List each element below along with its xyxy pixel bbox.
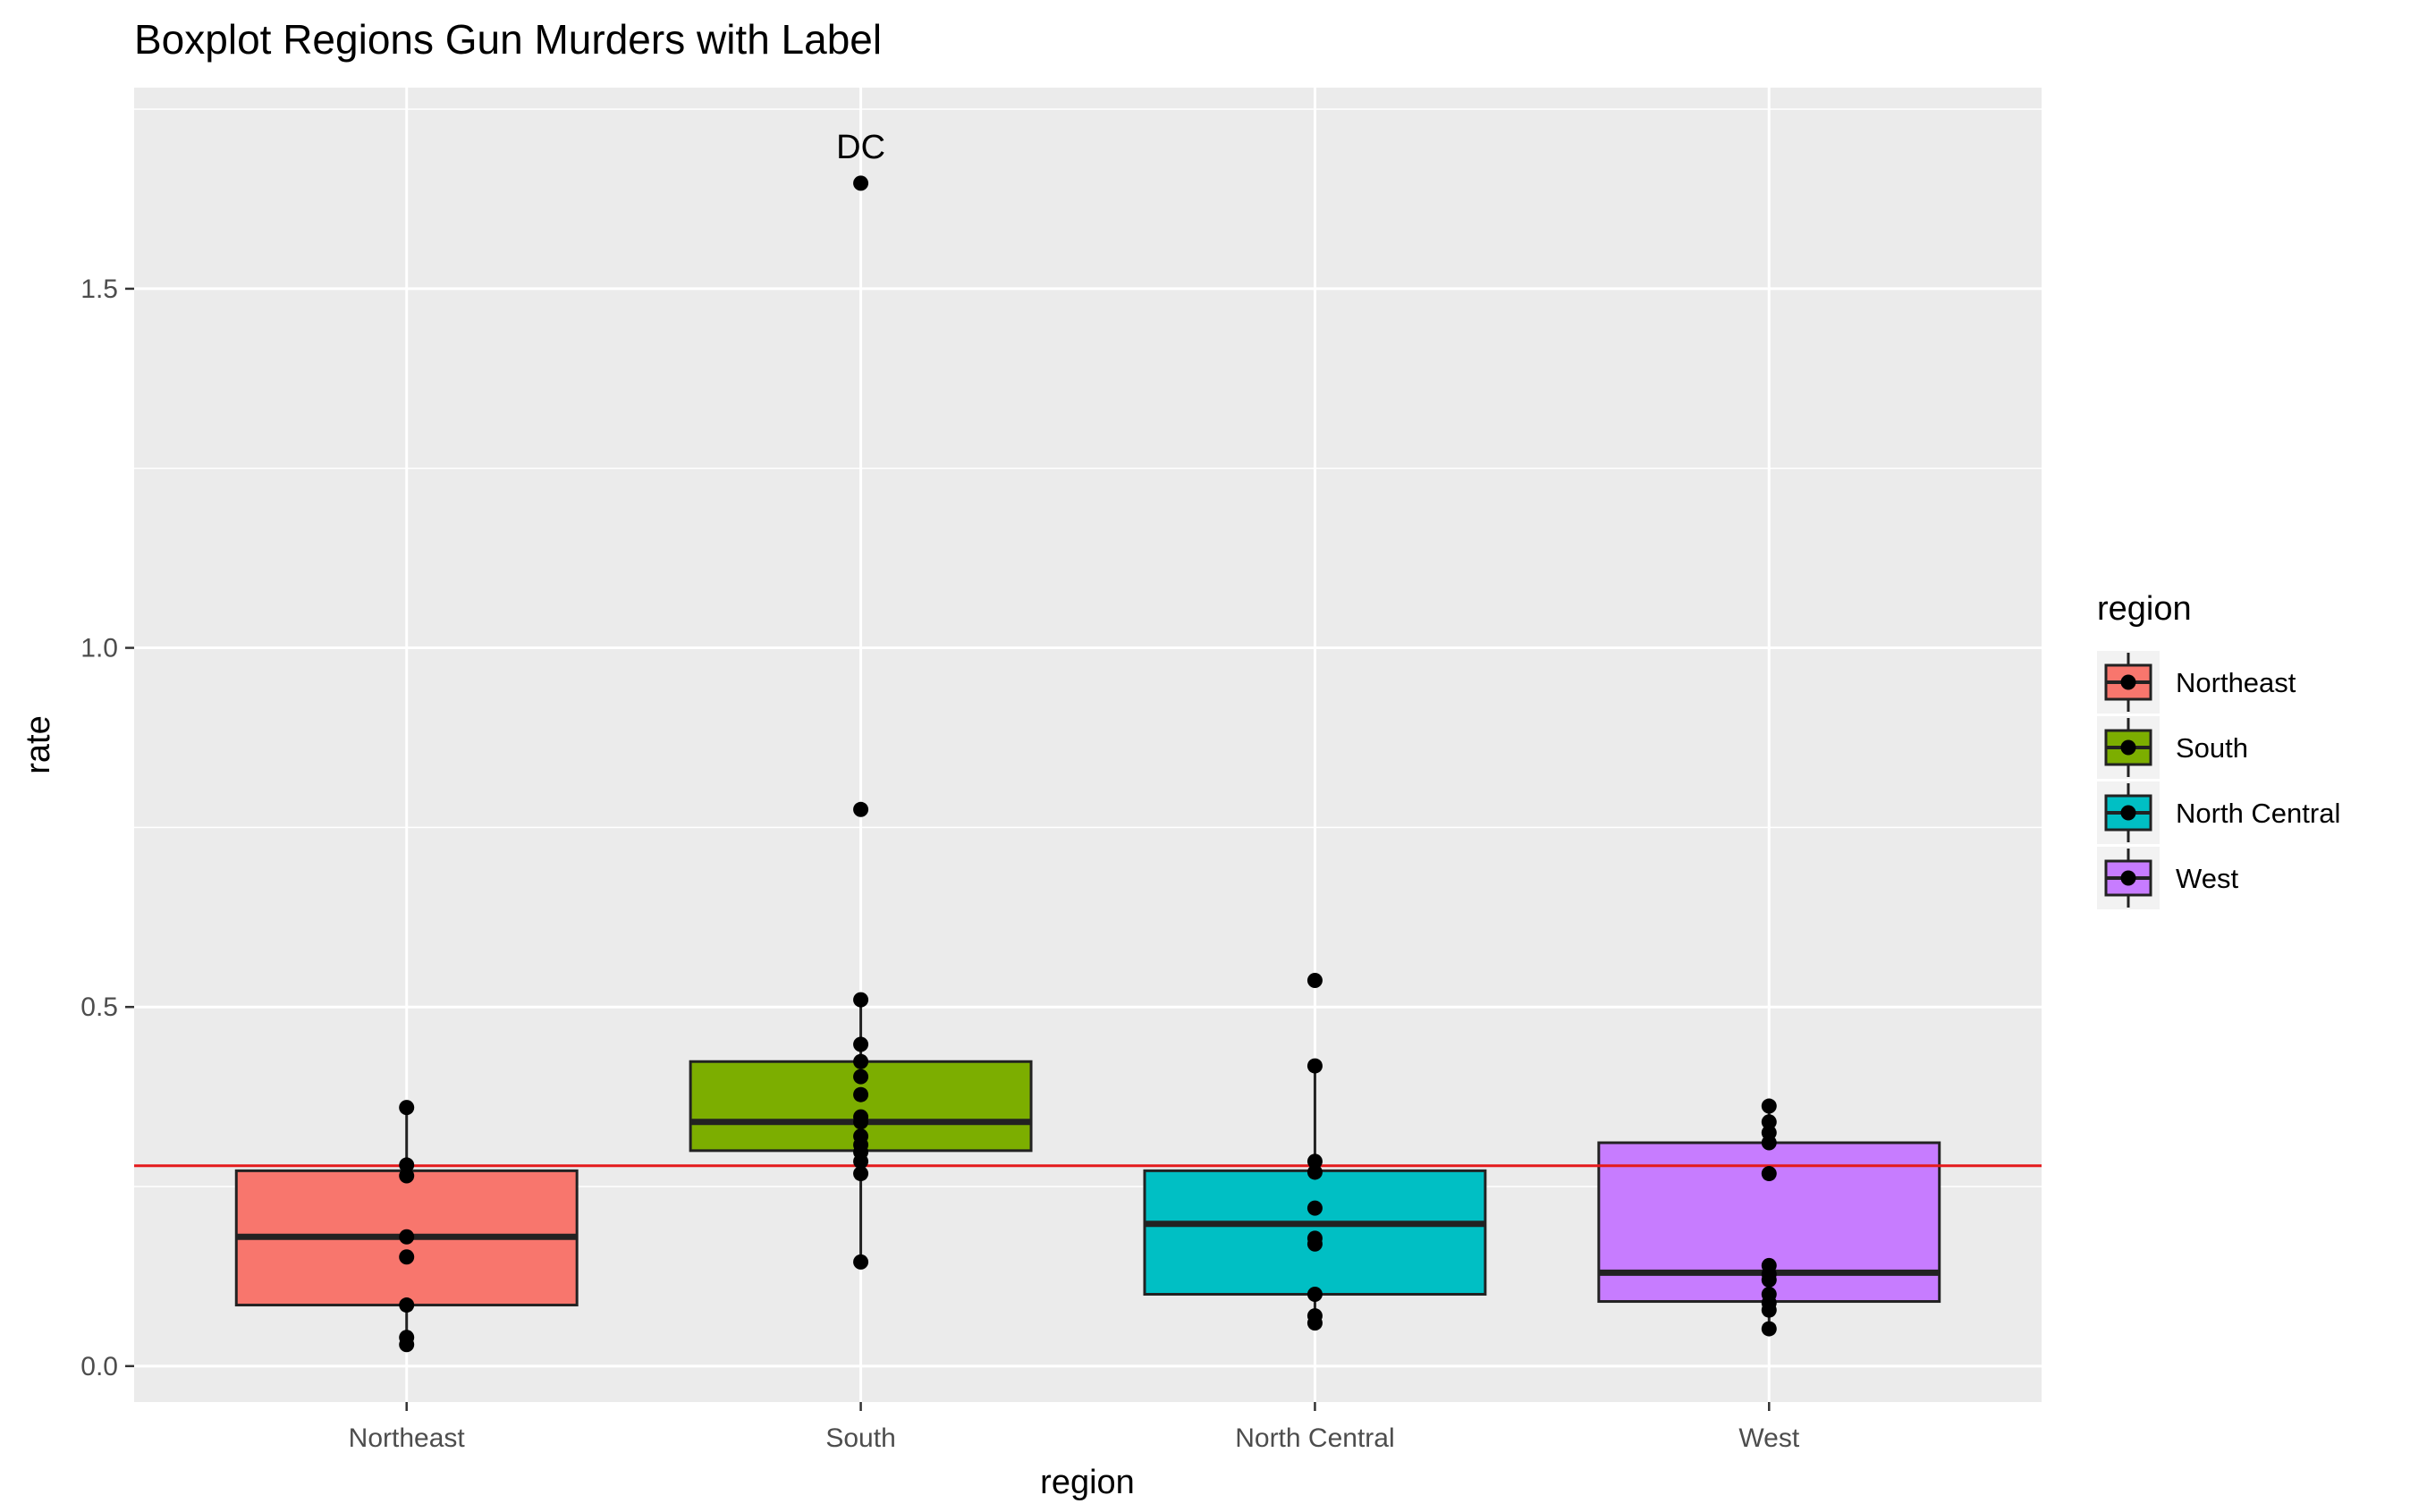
data-point: [1306, 1153, 1323, 1170]
data-point: [399, 1229, 415, 1245]
data-point: [853, 1069, 869, 1085]
data-point: [1306, 972, 1323, 988]
legend: region Northeast South North Central West: [2097, 590, 2340, 909]
data-point: [1306, 1164, 1323, 1180]
data-point: [853, 1036, 869, 1052]
x-tick-label: West: [1738, 1423, 1799, 1453]
y-axis-title: rate: [20, 715, 57, 773]
data-point: [853, 1086, 869, 1102]
data-point: [1761, 1321, 1777, 1337]
legend-title: region: [2097, 590, 2192, 628]
data-point: [1306, 1058, 1323, 1074]
x-tick-label: North Central: [1235, 1423, 1394, 1453]
legend-key-point: [2120, 805, 2136, 821]
data-point: [1761, 1271, 1777, 1288]
data-point: [399, 1157, 415, 1173]
points: [399, 175, 1777, 1353]
annotations: DC: [836, 129, 885, 166]
data-point: [853, 175, 869, 191]
data-point: [853, 1053, 869, 1069]
data-point: [399, 1249, 415, 1265]
legend-item-south: South: [2097, 716, 2248, 779]
legend-label: South: [2176, 732, 2248, 764]
data-point: [1761, 1166, 1777, 1182]
data-point: [1306, 1236, 1323, 1252]
data-point: [853, 1153, 869, 1170]
data-point: [1306, 1315, 1323, 1331]
data-point: [853, 1166, 869, 1182]
legend-key-point: [2120, 674, 2136, 690]
data-point: [399, 1297, 415, 1313]
x-axis-title: region: [1040, 1464, 1135, 1501]
legend-label: Northeast: [2176, 667, 2296, 698]
data-point: [1761, 1098, 1777, 1114]
data-point: [1761, 1135, 1777, 1151]
axes: 0.0 0.5 1.0 1.5 Northeast South North Central W…: [80, 275, 1800, 1453]
legend-items: Northeast South North Central West: [2097, 651, 2340, 909]
data-point: [399, 1168, 415, 1184]
legend-item-north-central: North Central: [2097, 781, 2340, 844]
data-point: [399, 1337, 415, 1353]
data-point: [1306, 1287, 1323, 1303]
legend-label: North Central: [2176, 798, 2340, 829]
legend-item-northeast: Northeast: [2097, 651, 2296, 714]
data-point: [1761, 1114, 1777, 1130]
y-tick-label: 0.5: [80, 993, 118, 1022]
x-tick-label: South: [825, 1423, 895, 1453]
data-point: [853, 1114, 869, 1130]
data-point: [853, 801, 869, 817]
legend-item-west: West: [2097, 847, 2238, 909]
legend-key-point: [2120, 870, 2136, 886]
legend-label: West: [2176, 863, 2238, 894]
data-point: [399, 1100, 415, 1116]
y-tick-label: 1.5: [80, 275, 118, 304]
chart-title: Boxplot Regions Gun Murders with Label: [134, 16, 882, 63]
y-tick-label: 1.0: [80, 634, 118, 663]
y-tick-label: 0.0: [80, 1352, 118, 1381]
data-point: [1761, 1302, 1777, 1318]
data-point: [1306, 1200, 1323, 1216]
legend-key-point: [2120, 739, 2136, 756]
annotation-label: DC: [836, 129, 885, 166]
data-point: [853, 992, 869, 1008]
data-point: [853, 1254, 869, 1270]
x-tick-label: Northeast: [349, 1423, 466, 1453]
